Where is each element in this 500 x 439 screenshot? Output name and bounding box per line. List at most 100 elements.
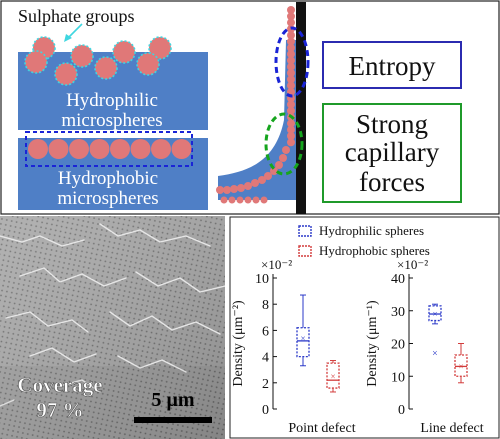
legend-swatch (298, 245, 312, 257)
meniscus-sphere (230, 185, 238, 193)
meniscus-sphere (252, 196, 260, 204)
y-tick-label: 2 (262, 377, 269, 392)
capillary-box (322, 103, 462, 203)
meniscus-sphere (287, 69, 295, 77)
y-tick-label: 20 (391, 338, 405, 353)
y-tick-label: 40 (391, 272, 405, 287)
hydrophilic-sphere (94, 56, 118, 80)
meniscus-sphere (287, 31, 295, 40)
meniscus-sphere (287, 75, 295, 84)
y-tick-label: 6 (262, 324, 269, 339)
coverage-value: 97 % (36, 398, 83, 422)
hydrophilic-label-line1: Hydrophilic (66, 90, 158, 111)
capillary-label-line2: capillary (345, 137, 440, 167)
sulphate-groups-label: Sulphate groups (18, 6, 135, 26)
hydrophilic-sphere (54, 62, 78, 86)
meniscus-sphere (228, 196, 236, 204)
meniscus-sphere (287, 132, 295, 140)
hydrophobic-row-box (25, 131, 193, 167)
hydrophobic-sphere (69, 139, 89, 159)
meniscus-sphere (236, 196, 244, 204)
chart-legend: Hydrophilic spheres Hydrophobic spheres (298, 223, 430, 258)
y-tick-label: 4 (262, 351, 269, 366)
y-tick-label: 30 (391, 305, 405, 320)
hydrophilic-sphere (148, 36, 172, 60)
box-mean-marker: × (458, 361, 463, 371)
hydrophilic-sphere (112, 40, 136, 64)
meniscus-sphere (258, 176, 266, 184)
hydrophobic-label-line1: Hydrophobic (58, 168, 158, 189)
y-tick-label: 10 (391, 370, 405, 385)
meniscus-sphere (287, 138, 295, 147)
meniscus-sphere (287, 43, 295, 52)
meniscus-sphere (287, 18, 295, 27)
meniscus-sphere (223, 186, 231, 194)
meniscus-sphere (279, 154, 287, 162)
capillary-ellipse (264, 112, 304, 176)
sulphate-arrowhead (64, 34, 72, 42)
hydrophobic-sphere (110, 139, 130, 159)
meniscus-sphere (287, 6, 295, 14)
schematic-panel: Sulphate groups Hydrophilic microspheres… (0, 0, 500, 215)
meniscus-sphere (220, 196, 228, 204)
hydrophobic-sphere (89, 139, 110, 159)
line-defect-plot: 0 10 20 30 40×10⁻² Density (μm⁻¹) Line defect ×… (365, 257, 484, 436)
sem-shading (0, 216, 225, 439)
x-axis-title: Point defect (288, 421, 355, 436)
capillary-label-line3: forces (359, 167, 425, 197)
sulphate-arrow (67, 23, 83, 39)
hydrophilic-label-line2: microspheres (61, 110, 162, 131)
sem-defect-lines (0, 223, 225, 407)
meniscus-sphere (287, 50, 295, 59)
box-body (454, 354, 468, 377)
meniscus-sphere (287, 100, 295, 109)
density-chart-panel: Hydrophilic spheres Hydrophobic spheres 0… (229, 216, 500, 439)
meniscus-sphere (270, 167, 278, 175)
hydrophilic-sphere (24, 50, 48, 74)
meniscus-sphere (287, 81, 295, 90)
hydrophobic-sphere (171, 139, 192, 159)
box-body (428, 305, 442, 322)
x-axis-title: Line defect (420, 421, 483, 436)
meniscus-sphere (251, 179, 259, 187)
y-axis-title: Density (μm⁻²) (231, 300, 246, 387)
chart-frame (229, 216, 500, 439)
legend-label: Hydrophobic spheres (319, 243, 430, 258)
hydrophilic-sphere (70, 44, 94, 68)
box-mean-marker: × (432, 309, 437, 319)
meniscus-sphere (287, 56, 295, 65)
y-tick-label: 8 (262, 298, 269, 313)
meniscus-sphere (244, 196, 252, 204)
box-mean-marker: × (330, 371, 335, 381)
meniscus-sphere (244, 182, 252, 190)
entropy-box (322, 41, 462, 89)
entropy-ellipse (274, 26, 310, 98)
hydrophilic-sphere (136, 52, 160, 76)
box-mean-marker: × (300, 333, 305, 343)
hydrophobic-label-line2: microspheres (57, 188, 158, 209)
y-exponent-label: ×10⁻² (261, 257, 292, 272)
hydrophobic-sphere (151, 139, 171, 159)
coverage-label: Coverage (17, 373, 102, 397)
hydrophobic-sphere (28, 139, 48, 159)
sem-text-shadow-area (0, 366, 225, 439)
hydrophobic-sphere (130, 139, 151, 159)
legend-label: Hydrophilic spheres (319, 223, 424, 238)
meniscus-sphere (287, 106, 295, 115)
y-exponent-label: ×10⁻² (397, 257, 428, 272)
meniscus-water (218, 40, 296, 200)
box-outlier: × (432, 348, 438, 359)
box-body (326, 362, 340, 389)
y-tick-label: 10 (255, 272, 269, 287)
meniscus-sphere (282, 146, 290, 154)
sem-image: Coverage 97 % 5 μm (0, 216, 225, 439)
meniscus-sphere (287, 62, 295, 71)
box-body (296, 327, 310, 358)
meniscus-sphere (237, 184, 245, 192)
meniscus-sphere (275, 161, 283, 169)
entropy-label: Entropy (349, 51, 436, 81)
meniscus-sphere (264, 172, 272, 180)
hydrophobic-spheres (28, 139, 192, 159)
meniscus-sphere (287, 37, 295, 46)
meniscus-sphere (287, 125, 295, 134)
